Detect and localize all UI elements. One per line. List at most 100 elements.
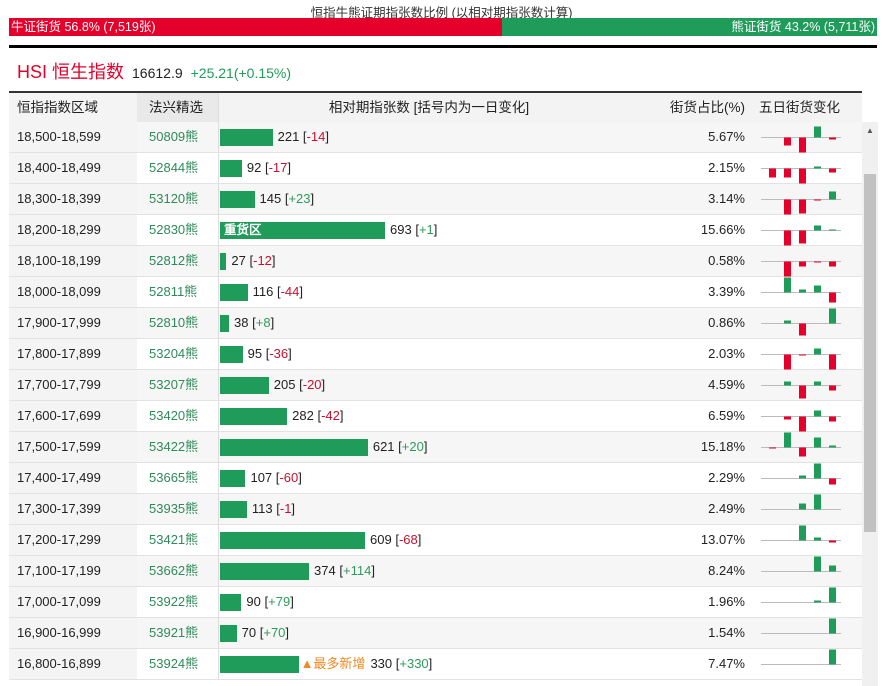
warrant-code-link[interactable]: 52844熊 [149,160,199,175]
five-day-chart [761,432,841,457]
warrant-code-link[interactable]: 53120熊 [149,191,199,206]
five-day-bar [799,137,806,153]
five-day-chart [761,381,841,399]
five-day-bar [829,137,836,140]
five-day-bar [829,416,836,422]
warrant-code-link[interactable]: 53662熊 [149,563,199,578]
bull-segment: 牛证街货 56.8% (7,519张) [9,18,503,36]
count-cell: 145 [+23] [218,184,638,214]
five-day-chart [761,556,841,572]
five-day-cell [745,184,862,215]
five-day-chart [761,649,841,665]
warrant-code-link[interactable]: 50809熊 [149,129,199,144]
five-day-bar [814,463,821,479]
count-value: 70 [241,625,257,640]
warrant-code-link[interactable]: 53204熊 [149,346,199,361]
header-range: 恒指指数区域 [9,93,137,122]
count-change: -60 [279,470,299,485]
five-day-cell [745,525,862,555]
scrollbar[interactable]: ▲ [862,122,878,686]
warrant-code-link[interactable]: 53922熊 [149,594,199,609]
five-day-bar [769,447,776,449]
five-day-cell [745,122,862,153]
count-cell: ▲最多新增 330 [+330] [218,649,638,679]
count-cell: 282 [-42] [218,401,638,431]
divider [9,45,877,48]
warrant-code-link[interactable]: 53421熊 [149,532,199,547]
scroll-thumb[interactable] [864,174,876,532]
warrant-code-link[interactable]: 53924熊 [149,656,199,671]
warrant-code-link[interactable]: 52811熊 [149,284,198,299]
five-day-bar [829,261,836,267]
five-day-cell [745,401,862,432]
five-day-cell [745,308,862,338]
table-row: 18,100-18,199 52812熊 27 [-12] 0.58% [9,246,862,277]
five-day-bar [829,354,836,370]
five-day-bar [814,126,821,138]
index-change: +25.21(+0.15%) [190,65,292,81]
warrant-code-link[interactable]: 52830熊 [149,222,199,237]
five-day-chart [761,225,841,246]
count-bar [220,376,269,394]
five-day-bar [814,494,821,510]
range-cell: 18,200-18,299 [9,215,137,245]
range-cell: 16,800-16,899 [9,649,137,679]
count-change: -44 [280,284,300,299]
count-value: 113 [251,501,273,516]
warrant-code-link[interactable]: 53422熊 [149,439,199,454]
five-day-bar [814,166,821,169]
count-value: 92 [246,160,262,175]
share-cell: 5.67% [708,129,745,144]
count-cell: 221 [-14] [218,122,638,152]
range-cell: 18,300-18,399 [9,184,137,214]
count-value: 205 [273,377,296,392]
bear-distribution-table: 恒指指数区域 法兴精选 相对期指张数 [括号内为一日变化] 街货占比(%) 五日… [9,91,862,680]
five-day-cell [745,215,862,246]
share-cell: 7.47% [708,656,745,671]
count-cell: 70 [+70] [218,618,638,648]
five-day-cell [745,494,862,524]
five-day-cell [745,587,862,617]
table-row: 18,500-18,599 50809熊 221 [-14] 5.67% [9,122,862,153]
count-bar [220,128,273,146]
five-day-bar [784,416,791,420]
count-cell: 116 [-44] [218,277,638,307]
warrant-code-link[interactable]: 53665熊 [149,470,199,485]
count-value: 90 [246,594,261,609]
five-day-bar [829,478,836,485]
warrant-code-link[interactable]: 52810熊 [149,315,199,330]
range-cell: 18,000-18,099 [9,277,137,307]
count-change: +114 [342,563,372,578]
table-row: 17,200-17,299 53421熊 609 [-68] 13.07% [9,525,862,556]
five-day-bar [799,168,806,184]
count-value: 107 [250,470,273,485]
warrant-code-link[interactable]: 53420熊 [149,408,199,423]
range-cell: 17,300-17,399 [9,494,137,524]
count-change: -1 [279,501,292,516]
share-cell: 6.59% [708,408,745,423]
warrant-code-link[interactable]: 52812熊 [149,253,199,268]
table-row: 16,900-16,999 53921熊 70 [+70] 1.54% [9,618,862,649]
warrant-code-link[interactable]: 53921熊 [149,625,199,640]
five-day-bar [784,261,791,277]
table-row: 18,300-18,399 53120熊 145 [+23] 3.14% [9,184,862,215]
share-cell: 2.29% [708,470,745,485]
count-cell: 重货区 693 [+1] [218,215,638,245]
five-day-bar [814,410,821,417]
count-change: +23 [288,191,311,206]
warrant-code-link[interactable]: 53935熊 [149,501,199,516]
count-bar [220,190,255,208]
index-name: HSI 恒生指数 [17,62,125,82]
warrant-code-link[interactable]: 53207熊 [149,377,199,392]
five-day-bar [799,503,806,510]
table-row: 17,800-17,899 53204熊 95 [-36] 2.03% [9,339,862,370]
scroll-up-icon[interactable]: ▲ [866,126,874,135]
table-row: 17,400-17,499 53665熊 107 [-60] 2.29% [9,463,862,494]
count-bar [220,500,247,518]
header-share: 街货占比(%) [670,100,745,115]
share-cell: 15.66% [700,222,745,237]
five-day-bar [814,381,821,386]
header-count: 相对期指张数 [括号内为一日变化] [218,93,638,122]
five-day-chart [761,126,841,153]
range-cell: 17,900-17,999 [9,308,137,338]
